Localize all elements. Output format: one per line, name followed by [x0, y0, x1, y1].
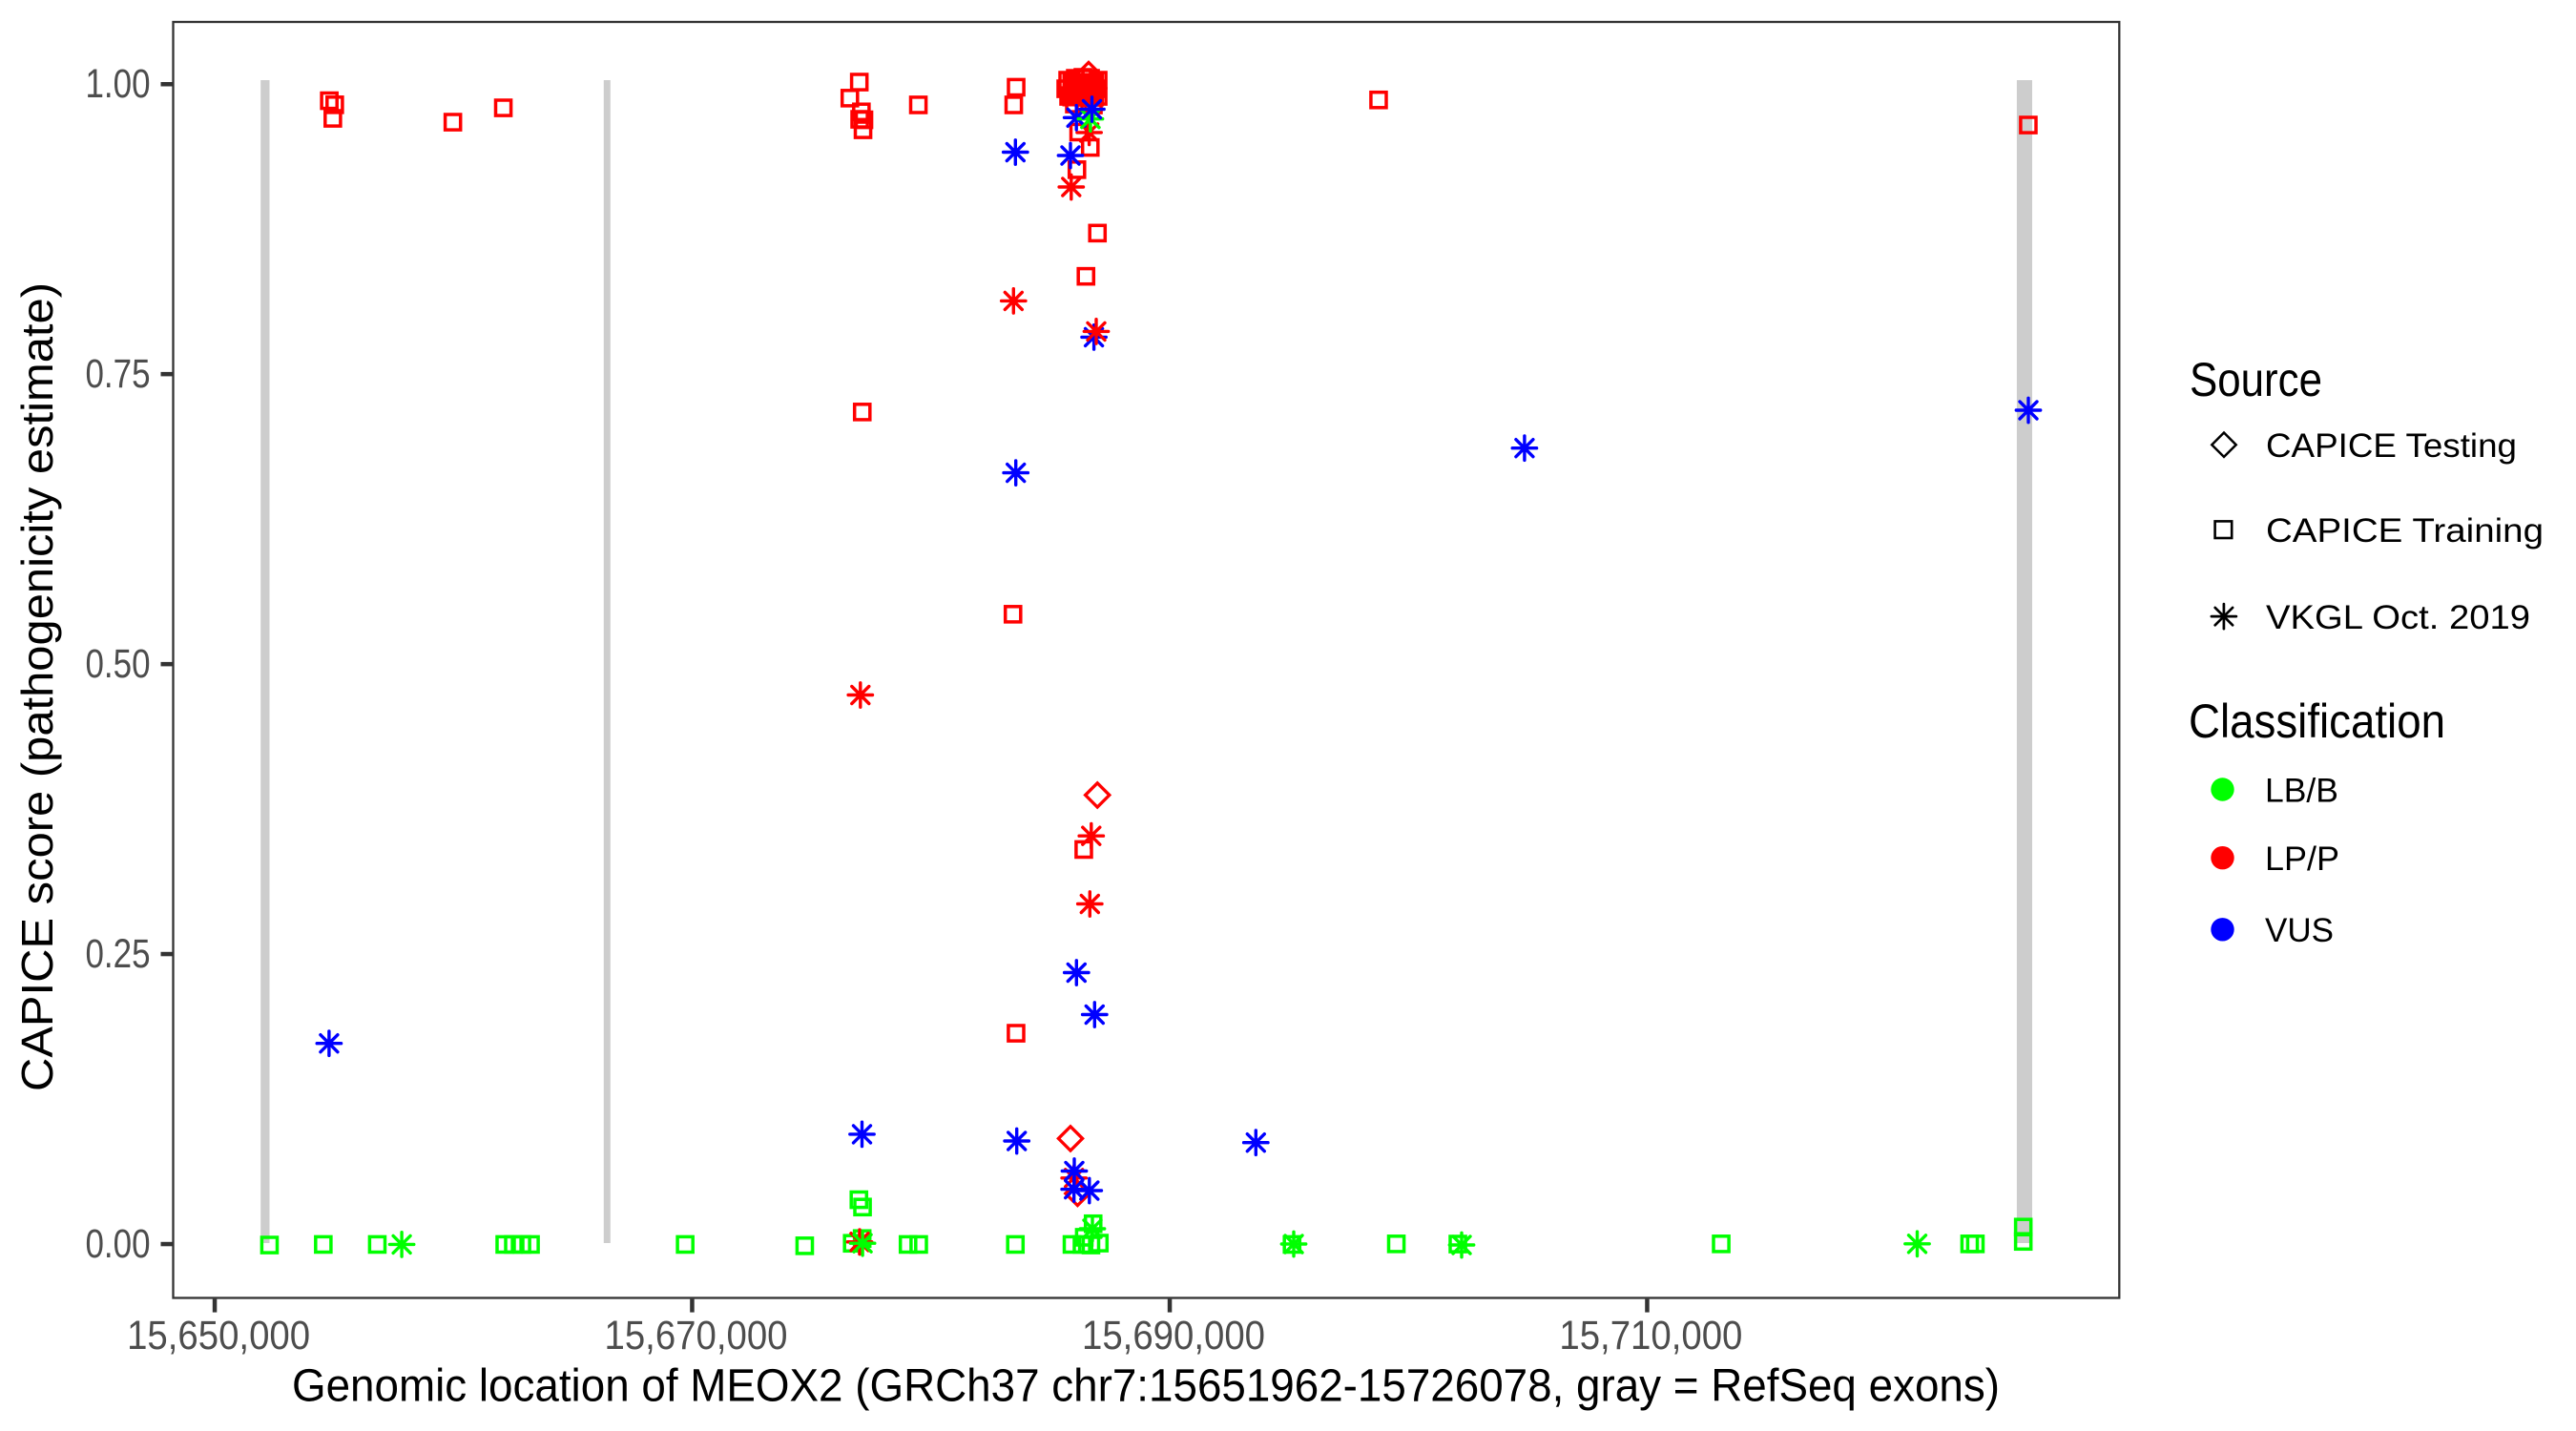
- svg-text:15,650,000: 15,650,000: [127, 1314, 310, 1358]
- svg-text:Genomic location of MEOX2 (GRC: Genomic location of MEOX2 (GRCh37 chr7:1…: [292, 1361, 2000, 1412]
- svg-text:Source: Source: [2190, 353, 2322, 406]
- svg-text:VUS: VUS: [2265, 912, 2334, 949]
- svg-text:CAPICE Testing: CAPICE Testing: [2266, 427, 2517, 465]
- svg-text:15,710,000: 15,710,000: [1559, 1314, 1742, 1358]
- svg-text:CAPICE score (pathogenicity es: CAPICE score (pathogenicity estimate): [12, 282, 62, 1091]
- svg-text:15,690,000: 15,690,000: [1082, 1314, 1265, 1358]
- svg-text:Classification: Classification: [2189, 695, 2445, 748]
- svg-text:CAPICE Training: CAPICE Training: [2266, 512, 2544, 550]
- svg-text:0.00: 0.00: [86, 1222, 151, 1267]
- svg-text:0.25: 0.25: [86, 932, 151, 977]
- svg-text:LP/P: LP/P: [2265, 840, 2339, 878]
- svg-text:0.50: 0.50: [86, 642, 151, 687]
- svg-text:0.75: 0.75: [86, 352, 151, 397]
- svg-text:VKGL Oct. 2019: VKGL Oct. 2019: [2266, 599, 2530, 636]
- svg-text:15,670,000: 15,670,000: [605, 1314, 788, 1358]
- svg-text:LB/B: LB/B: [2265, 773, 2338, 810]
- svg-text:1.00: 1.00: [86, 62, 151, 107]
